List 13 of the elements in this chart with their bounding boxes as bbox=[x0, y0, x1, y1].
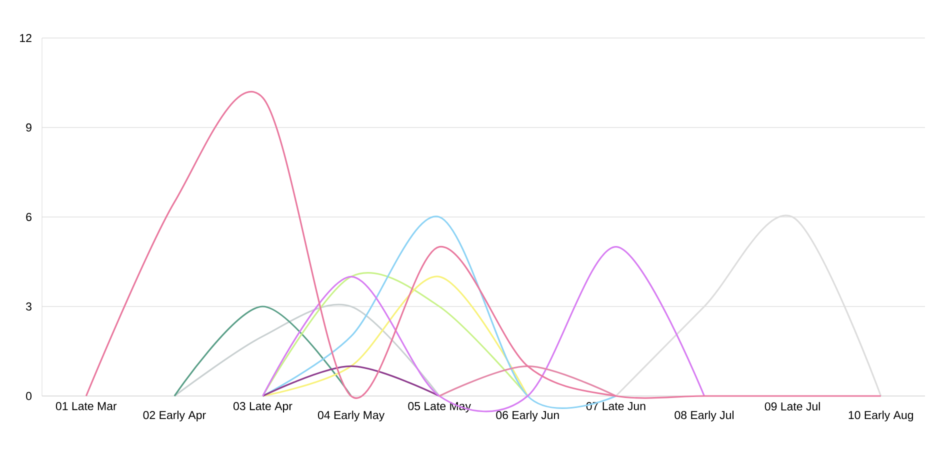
y-tick-label: 3 bbox=[26, 302, 32, 311]
y-tick-label: 12 bbox=[20, 34, 32, 42]
x-tick-label: 10 Early Aug bbox=[848, 410, 914, 422]
x-tick-label: 08 Early Jul bbox=[674, 410, 734, 422]
x-tick-label: 03 Late Apr bbox=[233, 402, 292, 412]
y-tick-label: 6 bbox=[26, 212, 32, 222]
x-tick-label: 02 Early Apr bbox=[143, 410, 206, 422]
x-tick-label: 01 Late Mar bbox=[56, 402, 117, 410]
x-tick-label: 04 Early May bbox=[318, 410, 385, 422]
x-tick-label: 09 Late Jul bbox=[764, 402, 820, 410]
x-tick-label: 06 Early Jun bbox=[496, 410, 559, 422]
y-tick-label: 0 bbox=[26, 392, 32, 400]
y-tick-label: 9 bbox=[26, 123, 32, 132]
